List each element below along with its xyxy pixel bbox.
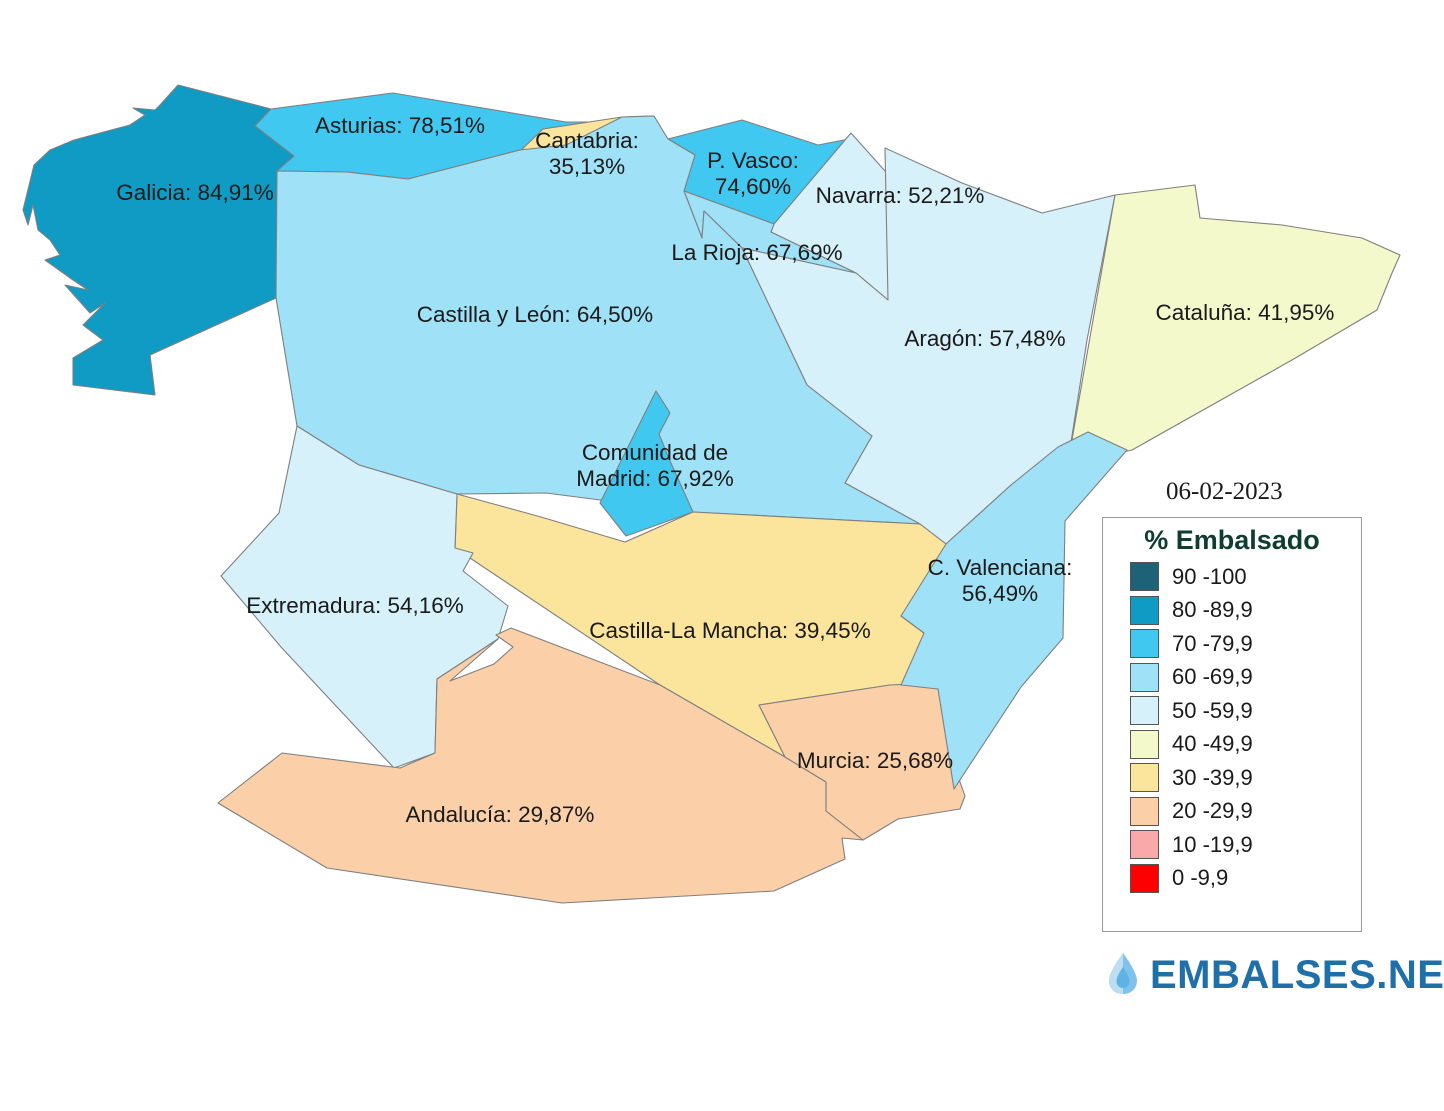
svg-text:Castilla-La Mancha: 39,45%: Castilla-La Mancha: 39,45% — [589, 618, 870, 643]
svg-text:Navarra: 52,21%: Navarra: 52,21% — [816, 183, 985, 208]
svg-text:Cataluña: 41,95%: Cataluña: 41,95% — [1156, 300, 1335, 325]
svg-text:P. Vasco:74,60%: P. Vasco: 74,60% — [707, 148, 799, 199]
svg-text:Murcia: 25,68%: Murcia: 25,68% — [797, 748, 953, 773]
svg-text:La Rioja: 67,69%: La Rioja: 67,69% — [671, 240, 842, 265]
svg-text:Castilla y León: 64,50%: Castilla y León: 64,50% — [417, 302, 653, 327]
svg-text:Andalucía: 29,87%: Andalucía: 29,87% — [406, 802, 595, 827]
svg-text:Aragón: 57,48%: Aragón: 57,48% — [904, 326, 1065, 351]
svg-text:Cantabria:35,13%: Cantabria: 35,13% — [535, 128, 639, 179]
svg-text:Asturias: 78,51%: Asturias: 78,51% — [315, 113, 485, 138]
svg-text:Extremadura: 54,16%: Extremadura: 54,16% — [246, 593, 464, 618]
svg-text:Galicia: 84,91%: Galicia: 84,91% — [116, 180, 274, 205]
